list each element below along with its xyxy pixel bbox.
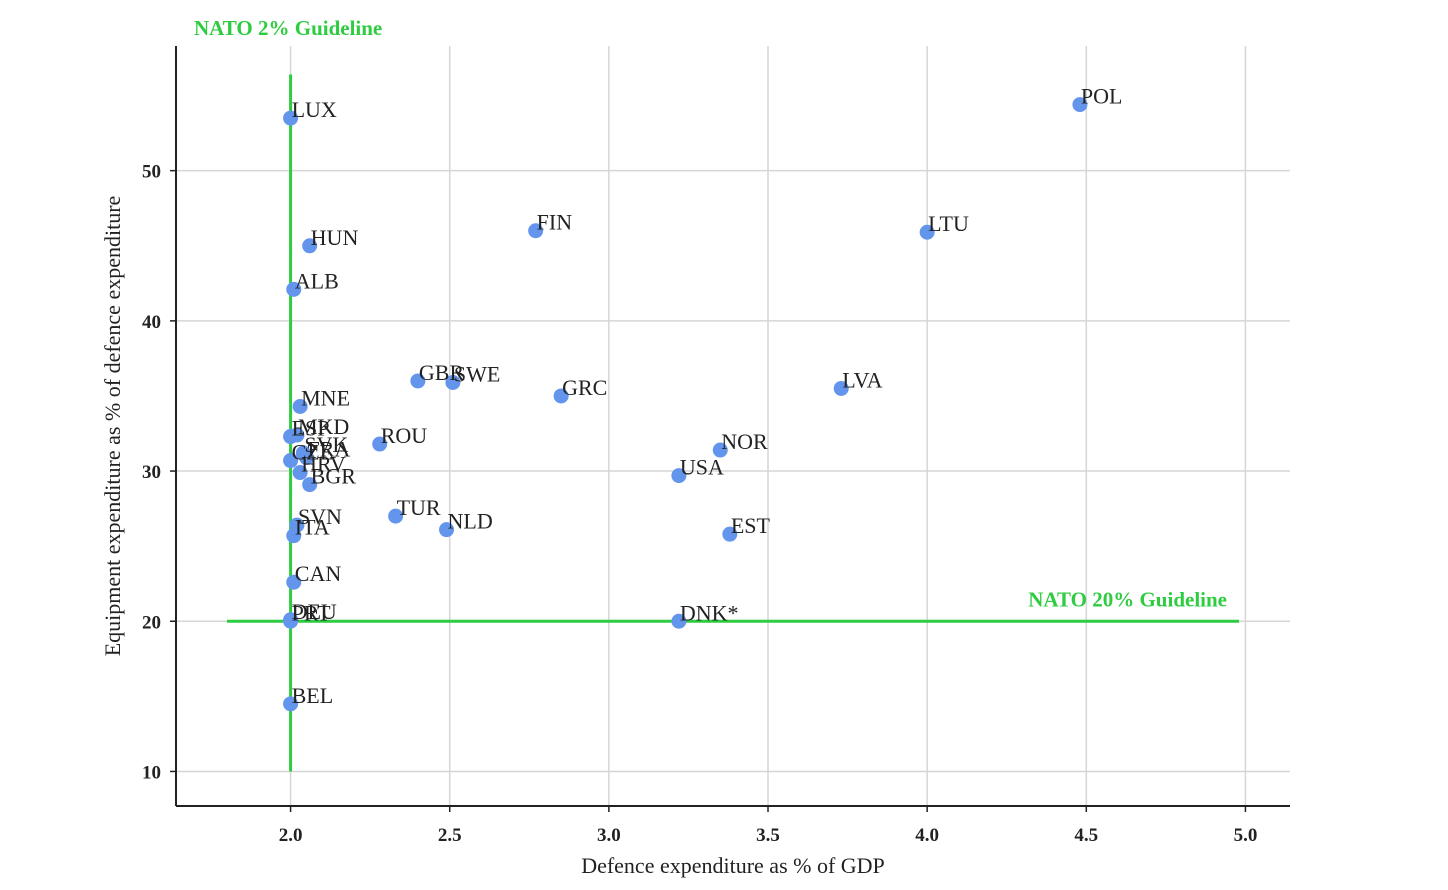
data-point (286, 528, 302, 544)
data-point (439, 522, 455, 538)
data-point (712, 442, 728, 458)
data-point (286, 574, 302, 590)
point-label: GBR (419, 360, 465, 385)
data-point (283, 612, 299, 628)
point-label: LUX (292, 97, 337, 122)
point-label: ROU (381, 423, 428, 448)
data-point (671, 468, 687, 484)
data-point (833, 380, 849, 396)
point-label: LTU (928, 211, 969, 236)
x-tick-label: 4.0 (915, 825, 939, 846)
x-ticks: 2.0 2.5 3.0 3.5 4.0 4.5 5.0 (279, 806, 1258, 846)
point-label: PRT (292, 600, 332, 625)
data-point (298, 450, 314, 466)
point-label: MKD (298, 414, 349, 439)
data-point (292, 398, 308, 414)
point-label: NLD (448, 509, 493, 534)
point-label: ALB (295, 268, 339, 293)
point-label: BGR (311, 464, 357, 489)
point-label: FRA (307, 437, 350, 462)
y-tick-label: 40 (142, 312, 161, 333)
point-label: TUR (397, 495, 441, 520)
data-point (283, 110, 299, 126)
point-label: DNK* (680, 600, 739, 625)
x-tick-label: 3.0 (597, 825, 621, 846)
point-label: ITA (295, 515, 330, 540)
data-point (410, 373, 426, 389)
data-point (289, 427, 305, 443)
data-points (283, 97, 1088, 712)
data-point (722, 526, 738, 542)
x-tick-label: 4.5 (1074, 825, 1098, 846)
point-label: MNE (301, 385, 350, 410)
point-label: FIN (537, 210, 573, 235)
data-point (445, 374, 461, 390)
point-label: CAN (295, 561, 342, 586)
data-point (388, 508, 404, 524)
data-point (553, 388, 569, 404)
horizontal-guideline-label: NATO 20% Guideline (1028, 587, 1227, 611)
data-point (302, 238, 318, 254)
data-point (372, 436, 388, 452)
y-tick-label: 30 (142, 462, 161, 483)
point-label: GRC (562, 375, 607, 400)
data-point (1072, 97, 1088, 113)
y-tick-label: 50 (142, 162, 161, 183)
y-axis-label: Equipment expenditure as % of defence ex… (100, 196, 125, 657)
x-axis-label: Defence expenditure as % of GDP (581, 853, 885, 878)
data-point (919, 224, 935, 240)
point-label: SVK (304, 432, 348, 457)
vertical-guideline-label: NATO 2% Guideline (194, 16, 382, 40)
data-point (283, 696, 299, 712)
data-point (292, 465, 308, 481)
point-label: SWE (454, 361, 500, 386)
x-tick-label: 2.5 (438, 825, 462, 846)
point-label: POL (1081, 84, 1123, 109)
x-tick-label: 2.0 (279, 825, 303, 846)
point-label: CZE (292, 440, 334, 465)
data-point (302, 477, 318, 493)
data-point (528, 223, 544, 239)
y-tick-label: 20 (142, 612, 161, 633)
y-tick-label: 10 (142, 762, 161, 783)
axes (175, 46, 1290, 807)
guidelines: NATO 2% Guideline NATO 20% Guideline (194, 16, 1240, 772)
data-point (286, 281, 302, 297)
point-label: LVA (842, 367, 882, 392)
x-tick-label: 3.5 (756, 825, 780, 846)
point-label: BEL (292, 683, 334, 708)
y-ticks: 10 20 30 40 50 (142, 162, 176, 783)
point-label: DEU (292, 599, 337, 624)
point-label: NOR (721, 429, 768, 454)
point-label: HRV (301, 452, 346, 477)
x-tick-label: 5.0 (1234, 825, 1258, 846)
point-label: SVN (298, 504, 342, 529)
point-label: USA (680, 455, 724, 480)
data-point (283, 453, 299, 469)
point-label: EST (731, 513, 771, 538)
point-label: HUN (311, 225, 359, 250)
point-label: ESP (292, 416, 330, 441)
data-point (671, 613, 687, 629)
